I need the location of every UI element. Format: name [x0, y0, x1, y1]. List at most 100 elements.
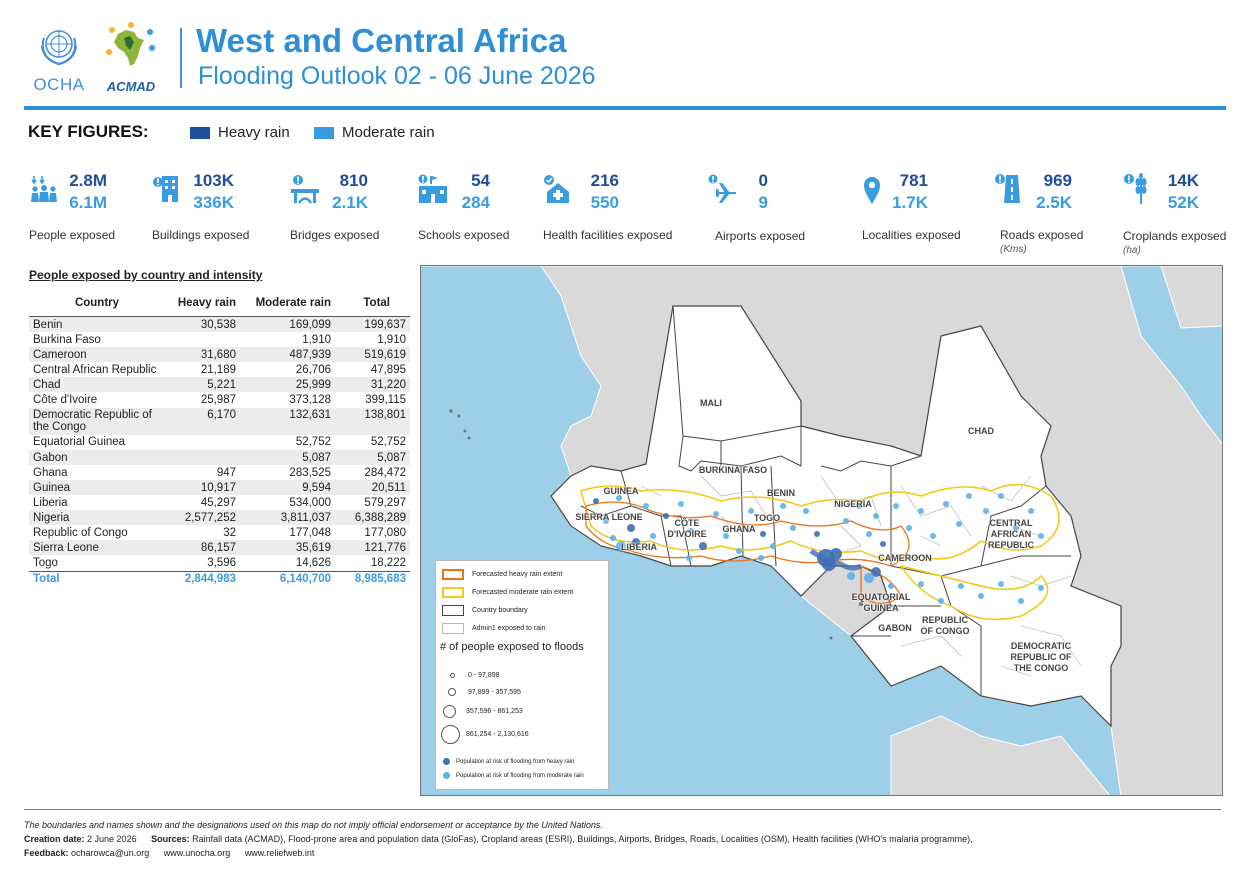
bridges-heavy-value: 810: [339, 171, 368, 190]
croplands-unit: (ha): [1123, 245, 1141, 256]
size-class-1-label: 0 - 97,898: [468, 672, 500, 679]
moderate-exposure-dot: [893, 503, 899, 509]
bridges-values: 810 2.1K: [324, 170, 368, 214]
airport-icon: [708, 174, 736, 203]
heavy-exposure-dot: [663, 513, 669, 519]
map-canvas: [421, 266, 1222, 795]
page-subtitle: Flooding Outlook 02 - 06 June 2026: [198, 62, 596, 90]
key-figures-title: KEY FIGURES:: [28, 122, 149, 141]
schools-moderate-value: 284: [461, 193, 490, 212]
ocha-logo[interactable]: OCHA: [28, 22, 90, 94]
header-divider: [180, 28, 182, 88]
total-cell: 31,220: [335, 377, 410, 393]
people-values: 2.8M 6.1M: [63, 170, 107, 214]
island: [858, 601, 864, 607]
moderate-rain-cell: 169,099: [240, 316, 335, 333]
croplands-moderate-value: 52K: [1167, 193, 1199, 212]
moderate-exposure-dot: [603, 518, 609, 524]
buildings-moderate-value: 336K: [193, 193, 234, 212]
country-label-republic-of-congo: REPUBLIC OF CONGO: [920, 615, 970, 636]
moderate-exposure-dot: [1018, 598, 1024, 604]
creation-sources-line: Creation date: 2 June 2026 Sources: Rain…: [24, 832, 973, 846]
figure-bridges: 810 2.1K Bridges exposed: [290, 168, 400, 264]
buildings-icon: [153, 176, 178, 202]
moderate-rain-cell: 52,752: [295, 436, 331, 449]
table-row: Côte d'Ivoire 25,987 373,128 399,115: [29, 392, 410, 407]
map-legend: Forecasted heavy rain extent Forecasted …: [435, 560, 609, 790]
schools-label: Schools exposed: [418, 228, 510, 242]
figure-roads: 969 2.5K Roads exposed (Kms): [994, 168, 1104, 264]
total-cell: 20,511: [335, 479, 410, 496]
table-row: Chad 5,221 25,999 31,220: [29, 377, 410, 393]
link-reliefweb[interactable]: www.reliefweb.int: [244, 848, 315, 858]
total-cell: 6,388,289: [335, 510, 410, 526]
legend-size-1: 0 - 97,898: [448, 672, 500, 679]
localities-heavy-value: 781: [899, 171, 928, 190]
heavy-rain-cell: 2,577,252: [165, 510, 240, 526]
table-row: Sierra Leone 86,157 35,619 121,776: [29, 540, 410, 556]
page-title: West and Central Africa: [196, 22, 567, 59]
country-cell: Republic of Congo: [33, 527, 128, 540]
heavy-rain-cell: 5,221: [165, 377, 240, 393]
sources-label: Sources:: [151, 834, 190, 844]
link-unocha[interactable]: www.unocha.org: [163, 848, 231, 858]
table-row: Nigeria 2,577,252 3,811,037 6,388,289: [29, 510, 410, 526]
moderate-exposure-dot: [906, 525, 912, 531]
moderate-rain-extent: [580, 483, 1060, 621]
legend-country-boundary: Country boundary: [442, 605, 528, 616]
total-moderate-cell: 6,140,700: [240, 570, 335, 587]
moderate-exposure-dot: [918, 508, 924, 514]
moderate-exposure-dot: [864, 573, 874, 583]
ocha-logo-text: OCHA: [33, 75, 85, 94]
moderate-exposure-dot: [723, 533, 729, 539]
moderate-rain-cell: 132,631: [240, 407, 335, 435]
legend-heavy-extent: Forecasted heavy rain extent: [442, 569, 562, 580]
country-cell: Gabon: [29, 449, 165, 465]
school-icon: [418, 174, 447, 203]
health-heavy-value: 216: [590, 171, 619, 190]
table-row: Burkina Faso 1,910 1,910: [29, 332, 410, 347]
heavy-rain-cell: 6,170: [165, 407, 240, 435]
footer-rule: [24, 809, 1221, 810]
moderate-exposure-dot: [866, 531, 872, 537]
country-boundary-swatch: [442, 605, 464, 616]
croplands-values: 14K 52K: [1155, 170, 1199, 214]
moderate-exposure-dot: [958, 583, 964, 589]
total-cell: 52,752: [370, 436, 406, 449]
size-class-3-label: 357,596 - 861,253: [466, 708, 523, 715]
country-cell: Guinea: [29, 479, 165, 496]
acmad-logo[interactable]: ACMAD: [98, 22, 164, 94]
total-heavy-cell: 2,844,983: [165, 570, 240, 587]
schools-heavy-value: 54: [471, 171, 490, 190]
moderate-exposure-dot: [736, 548, 742, 554]
moderate-exposure-dot: [873, 513, 879, 519]
feedback-email[interactable]: ocharowca@un.org: [71, 848, 150, 858]
moderate-dot-label: Population at risk of flooding from mode…: [456, 772, 584, 779]
island: [829, 636, 833, 640]
table-row: Togo 3,596 14,626 18,222: [29, 555, 410, 571]
flood-map[interactable]: MALI CHAD BURKINA FASO GUINEA BENIN NIGERIA SI…: [420, 265, 1223, 796]
total-cell: 18,222: [370, 557, 406, 570]
roads-moderate-value: 2.5K: [1036, 193, 1072, 212]
moderate-exposure-dot: [856, 503, 862, 509]
localities-values: 781 1.7K: [888, 170, 928, 214]
moderate-rain-cell: 26,706: [295, 364, 331, 377]
country-label-cameroon: CAMEROON: [878, 553, 932, 563]
figure-airports: 0 9 Airports exposed: [708, 168, 818, 264]
moderate-exposure-dot: [688, 528, 694, 534]
people-icon: [31, 176, 57, 202]
moderate-exposure-dot: [978, 593, 984, 599]
admin1-swatch: [442, 623, 464, 634]
moderate-exposure-dot: [1013, 525, 1019, 531]
legend-moderate-dot: Population at risk of flooding from mode…: [443, 772, 584, 779]
table-row: Gabon 5,087 5,087: [29, 449, 410, 465]
moderate-rain-cell: 373,128: [289, 394, 331, 407]
legend-country-boundary-label: Country boundary: [472, 607, 528, 614]
heavy-rain-cell: 21,189: [200, 364, 236, 377]
moderate-exposure-dot: [983, 508, 989, 514]
country-cell: Sierra Leone: [29, 540, 165, 556]
moderate-exposure-dot: [790, 525, 796, 531]
moderate-exposure-dot: [1028, 508, 1034, 514]
header: OCHA ACMAD West and Central Africa Flood…: [0, 0, 1241, 110]
total-cell: 579,297: [364, 496, 406, 509]
